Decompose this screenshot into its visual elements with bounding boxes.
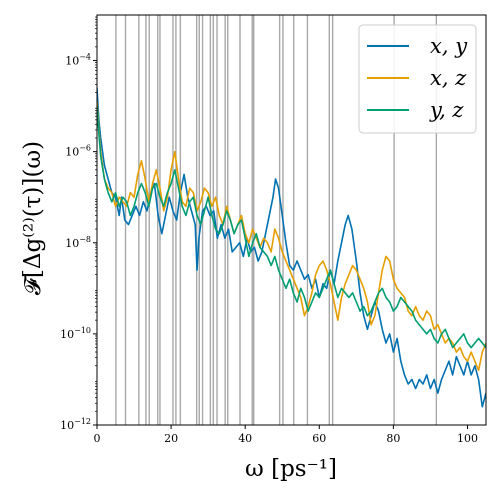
- series-layer: [97, 87, 486, 408]
- legend: x, y x, z y, z: [358, 24, 477, 134]
- x-tick-label-0: 0: [94, 432, 101, 445]
- y-tick-label-4: 10−12: [60, 417, 91, 432]
- plot-frame: [96, 14, 487, 426]
- series-line-1: [97, 101, 486, 372]
- y-tick-label-2: 10−8: [65, 235, 91, 250]
- y-tick-label-3: 10−10: [60, 326, 91, 341]
- legend-label-0: x, y: [430, 34, 468, 58]
- y-tick-label-1: 10−6: [65, 144, 91, 159]
- x-tick-label-4: 80: [386, 432, 400, 445]
- x-tick-label-5: 100: [457, 432, 478, 445]
- legend-label-2: y, z: [429, 98, 464, 122]
- x-tick-label-3: 60: [312, 432, 326, 445]
- series-line-0: [97, 87, 486, 408]
- legend-label-1: x, z: [430, 66, 467, 90]
- series-line-2: [97, 106, 486, 349]
- x-tick-label-2: 40: [238, 432, 252, 445]
- y-tick-label-0: 10−4: [65, 53, 91, 68]
- x-axis-label: ω [ps⁻¹]: [245, 456, 337, 482]
- x-axis: 0 20 40 60 80 100: [94, 425, 478, 445]
- legend-box: [358, 24, 477, 134]
- x-tick-label-1: 20: [164, 432, 178, 445]
- y-axis-label: 𝓕[Δg⁽²⁾(τ)](ω): [20, 141, 46, 295]
- y-axis: 10−4 10−6 10−8 10−10 10−12: [60, 16, 97, 432]
